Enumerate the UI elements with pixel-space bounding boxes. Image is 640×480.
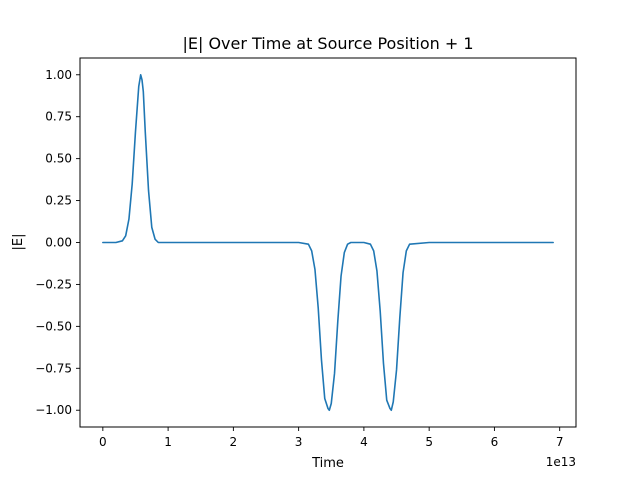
x-axis-label: Time: [311, 456, 344, 471]
x-tick-label: 5: [425, 435, 433, 449]
y-axis-label: |E|: [11, 234, 26, 251]
y-tick-label: 1.00: [45, 68, 72, 82]
chart-title: |E| Over Time at Source Position + 1: [182, 34, 473, 53]
y-tick-label: 0.50: [45, 152, 72, 166]
x-tick-label: 1: [164, 435, 172, 449]
x-tick-label: 4: [360, 435, 368, 449]
x-tick-label: 2: [230, 435, 238, 449]
x-tick-label: 3: [295, 435, 303, 449]
plot-area: [102, 73, 554, 412]
x-tick-label: 7: [556, 435, 564, 449]
y-tick-label: −0.25: [35, 277, 72, 291]
y-tick-label: 0.75: [45, 110, 72, 124]
y-tick-label: −0.50: [35, 319, 72, 333]
y-tick-label: 0.25: [45, 194, 72, 208]
series-line-0: [102, 73, 554, 412]
y-axis: −1.00 −0.75 −0.50 −0.25 0.00 0.25 0.50 0.75 1.00: [35, 68, 80, 417]
x-axis: 0 1 2 3 4 5 6 7: [99, 427, 564, 449]
y-tick-label: −0.75: [35, 361, 72, 375]
y-tick-label: 0.00: [45, 236, 72, 250]
x-tick-label: 0: [99, 435, 107, 449]
y-tick-label: −1.00: [35, 403, 72, 417]
x-tick-label: 6: [491, 435, 499, 449]
x-axis-offset-label: 1e13: [546, 455, 576, 469]
